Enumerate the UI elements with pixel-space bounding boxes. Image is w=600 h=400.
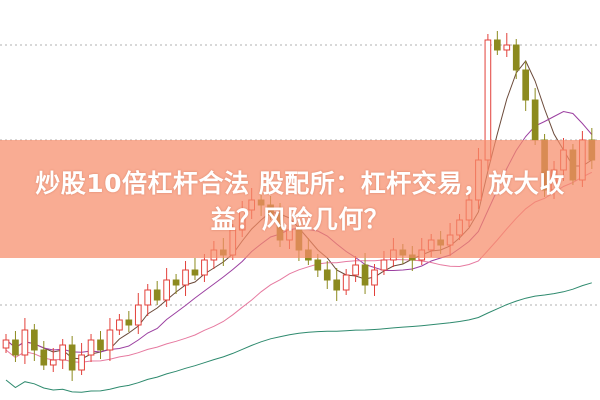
candle-body xyxy=(125,319,133,326)
candle-body xyxy=(182,269,189,286)
candle-body xyxy=(380,259,388,271)
candle xyxy=(12,331,19,362)
candle-body xyxy=(494,39,501,51)
candle xyxy=(87,334,95,362)
candle xyxy=(78,343,85,375)
candle xyxy=(512,39,520,79)
candle-body xyxy=(503,44,511,51)
candle-body xyxy=(522,69,530,101)
candle xyxy=(97,331,104,359)
candle-body xyxy=(512,44,520,71)
candle xyxy=(323,261,331,289)
candle xyxy=(31,324,38,361)
article-title: 炒股10倍杠杆合法 股配所：杠杆交易，放大收益？风险几何？ xyxy=(35,169,565,234)
ma60-line xyxy=(5,282,592,393)
candle xyxy=(40,341,48,370)
candle xyxy=(361,253,369,294)
candle-body xyxy=(191,269,199,276)
candle-body xyxy=(2,339,10,349)
candle xyxy=(494,31,501,55)
candle-body xyxy=(87,339,95,356)
candle xyxy=(68,336,76,381)
candle xyxy=(371,264,378,296)
candle xyxy=(153,281,161,305)
candle-body xyxy=(59,344,67,361)
candle-body xyxy=(144,289,152,306)
candle-body xyxy=(49,359,57,366)
candle-body xyxy=(172,279,180,286)
candle-body xyxy=(201,259,208,276)
candle xyxy=(116,314,123,335)
candle-body xyxy=(163,279,170,301)
candle-body xyxy=(361,264,369,286)
candle-body xyxy=(153,289,161,301)
candle-body xyxy=(342,274,350,291)
candle-body xyxy=(134,304,142,326)
candle xyxy=(163,268,170,307)
candle xyxy=(144,284,152,316)
candle xyxy=(522,61,530,111)
candle xyxy=(125,311,133,332)
title-banner xyxy=(0,140,600,258)
candle-body xyxy=(68,344,76,371)
candle-body xyxy=(12,339,19,356)
candle-body xyxy=(352,264,359,276)
candle xyxy=(352,256,359,282)
candle xyxy=(182,261,189,296)
candle xyxy=(333,268,341,301)
candle xyxy=(59,339,67,369)
candle-body xyxy=(371,269,378,286)
candle-body xyxy=(21,329,29,356)
candle xyxy=(106,318,114,361)
candle-body xyxy=(314,259,322,271)
candle-body xyxy=(97,339,104,351)
candle-body xyxy=(40,349,48,366)
candle xyxy=(531,88,539,145)
candle xyxy=(2,334,10,353)
candle-body xyxy=(78,354,85,371)
candle xyxy=(342,269,350,295)
candle xyxy=(503,33,511,57)
candle-body xyxy=(106,329,114,351)
candle xyxy=(134,293,142,334)
candle xyxy=(21,318,29,364)
candle xyxy=(49,348,57,372)
candle-body xyxy=(531,99,539,141)
candle xyxy=(191,258,199,280)
candle-body xyxy=(333,279,341,291)
candle-body xyxy=(323,269,331,281)
candle-body xyxy=(31,329,38,351)
candle xyxy=(172,274,180,294)
candle xyxy=(201,254,208,282)
candle-body xyxy=(116,319,123,331)
